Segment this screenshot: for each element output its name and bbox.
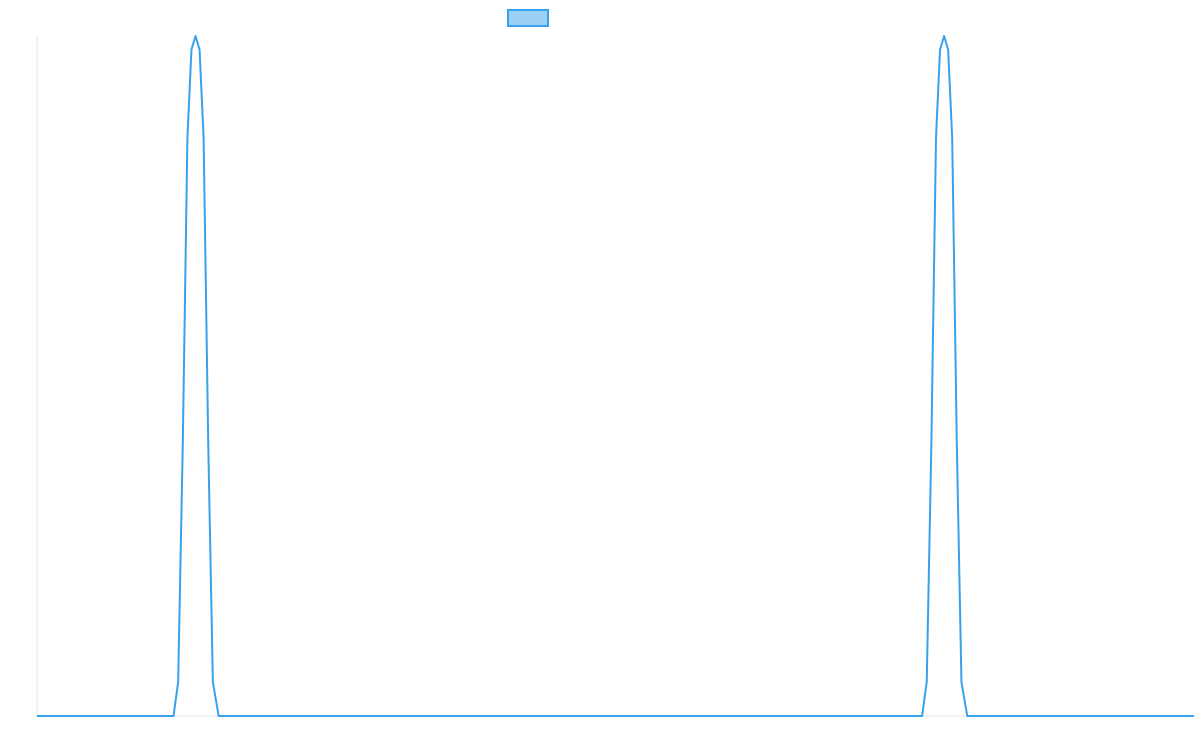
series-layer [37,35,1194,717]
legend[interactable] [507,9,549,27]
series-line [37,35,1194,717]
legend-swatch[interactable] [507,9,549,27]
